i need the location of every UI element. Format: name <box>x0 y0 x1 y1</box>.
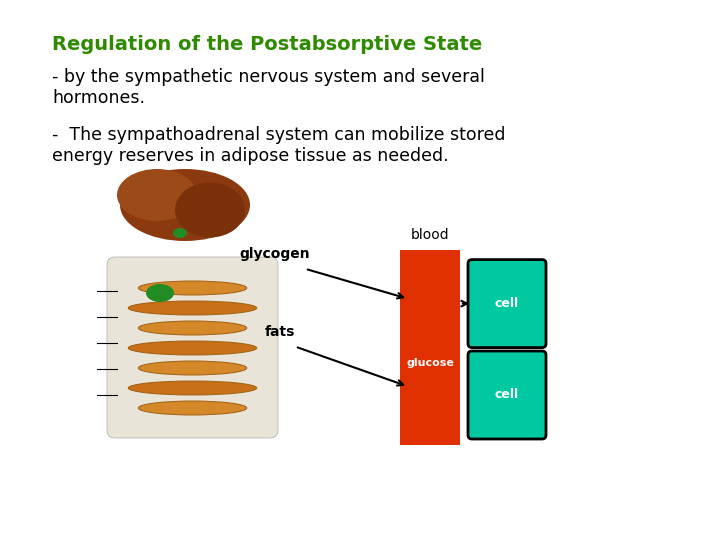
Text: energy reserves in adipose tissue as needed.: energy reserves in adipose tissue as nee… <box>52 147 449 165</box>
Ellipse shape <box>138 361 247 375</box>
Text: Regulation of the Postabsorptive State: Regulation of the Postabsorptive State <box>52 35 482 54</box>
FancyBboxPatch shape <box>468 351 546 439</box>
Text: blood: blood <box>410 228 449 242</box>
Text: hormones.: hormones. <box>52 89 145 107</box>
Ellipse shape <box>128 341 257 355</box>
Ellipse shape <box>128 301 257 315</box>
Text: -  The sympathoadrenal system can mobilize stored: - The sympathoadrenal system can mobiliz… <box>52 126 505 144</box>
Ellipse shape <box>117 169 197 221</box>
Ellipse shape <box>146 284 174 302</box>
Text: glucose: glucose <box>406 358 454 368</box>
Ellipse shape <box>138 281 247 295</box>
Text: - by the sympathetic nervous system and several: - by the sympathetic nervous system and … <box>52 68 485 86</box>
Ellipse shape <box>138 321 247 335</box>
Ellipse shape <box>173 228 187 238</box>
Bar <box>400 250 460 445</box>
Ellipse shape <box>138 401 247 415</box>
Text: fats: fats <box>265 325 295 339</box>
FancyBboxPatch shape <box>468 260 546 348</box>
Text: cell: cell <box>495 388 519 402</box>
Ellipse shape <box>120 169 250 241</box>
Text: glycogen: glycogen <box>239 247 310 261</box>
Ellipse shape <box>175 183 245 238</box>
FancyBboxPatch shape <box>107 257 278 438</box>
Text: cell: cell <box>495 297 519 310</box>
Ellipse shape <box>128 381 257 395</box>
